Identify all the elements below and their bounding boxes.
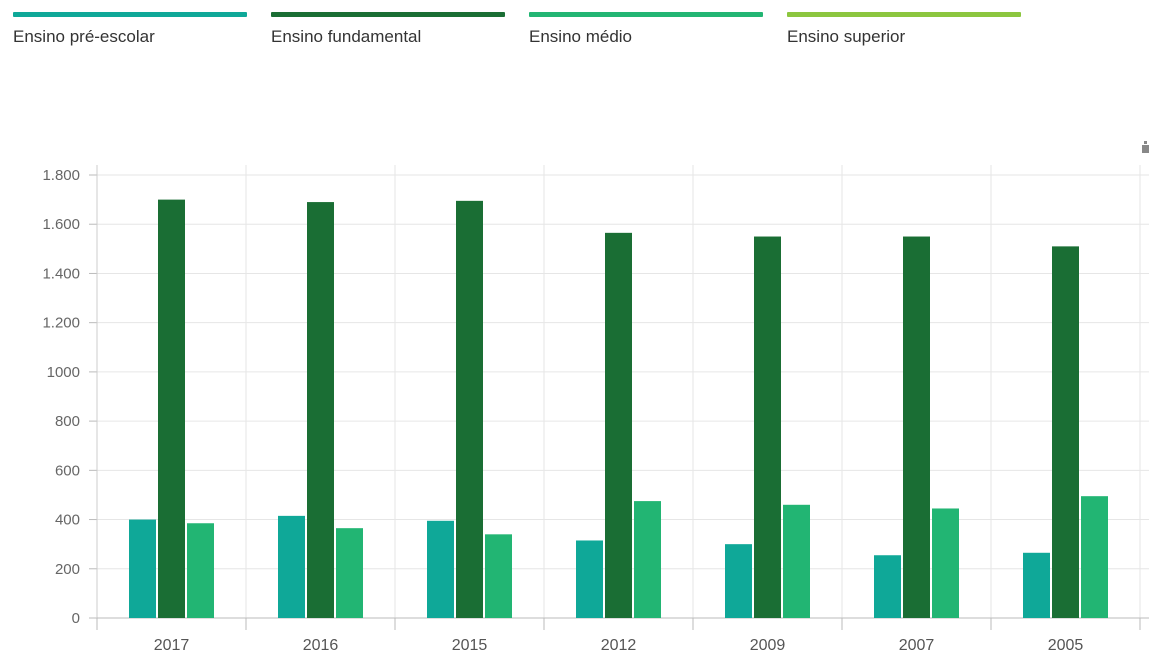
x-tick-label: 2009: [750, 637, 786, 654]
y-tick-label: 1.400: [42, 265, 80, 282]
legend-item[interactable]: Ensino pré-escolar: [13, 12, 247, 47]
legend-item[interactable]: Ensino superior: [787, 12, 1021, 47]
bar: [605, 232, 632, 618]
chart-menu-icon-glyph: [1142, 141, 1149, 153]
legend-label: Ensino médio: [529, 27, 633, 46]
y-tick-label: 1.800: [42, 167, 80, 184]
bar: [903, 236, 930, 618]
bar: [634, 501, 661, 618]
y-tick-label: 800: [55, 413, 80, 430]
chart-legend: Ensino pré-escolar Ensino fundamental Ensi…: [13, 12, 1053, 62]
x-tick-label: 2012: [601, 637, 637, 654]
legend-item[interactable]: Ensino fundamental: [271, 12, 505, 47]
bar: [754, 236, 781, 618]
y-tick-label: 0: [72, 610, 80, 627]
bar: [783, 504, 810, 618]
x-tick-label: 2007: [899, 637, 935, 654]
x-tick-label: 2005: [1048, 637, 1084, 654]
bar: [129, 519, 156, 618]
bar: [932, 508, 959, 618]
legend-swatch: [271, 12, 505, 17]
bar: [158, 199, 185, 618]
legend-swatch: [13, 12, 247, 17]
bar: [427, 520, 454, 618]
bar: [278, 515, 305, 618]
y-tick-label: 1.600: [42, 216, 80, 233]
legend-swatch: [787, 12, 1021, 17]
bar: [576, 540, 603, 618]
y-tick-label: 600: [55, 462, 80, 479]
y-tick-label: 400: [55, 512, 80, 529]
chart-menu-icon[interactable]: [1142, 140, 1149, 153]
bar: [187, 523, 214, 618]
x-tick-label: 2015: [452, 637, 488, 654]
bar: [336, 528, 363, 618]
legend-swatch: [529, 12, 763, 17]
y-tick-label: 200: [55, 561, 80, 578]
legend-label: Ensino pré-escolar: [13, 27, 155, 46]
bar: [307, 202, 334, 619]
bar: [485, 534, 512, 618]
bar: [1052, 246, 1079, 618]
x-tick-label: 2016: [303, 637, 339, 654]
y-tick-label: 1.200: [42, 315, 80, 332]
y-tick-label: 1000: [47, 364, 80, 381]
bar: [456, 200, 483, 618]
legend-item[interactable]: Ensino médio: [529, 12, 763, 47]
legend-label: Ensino superior: [787, 27, 906, 46]
bar: [1081, 496, 1108, 618]
x-tick-label: 2017: [154, 637, 190, 654]
bar: [874, 555, 901, 618]
legend-label: Ensino fundamental: [271, 27, 422, 46]
bar: [725, 544, 752, 618]
bar: [1023, 552, 1050, 618]
